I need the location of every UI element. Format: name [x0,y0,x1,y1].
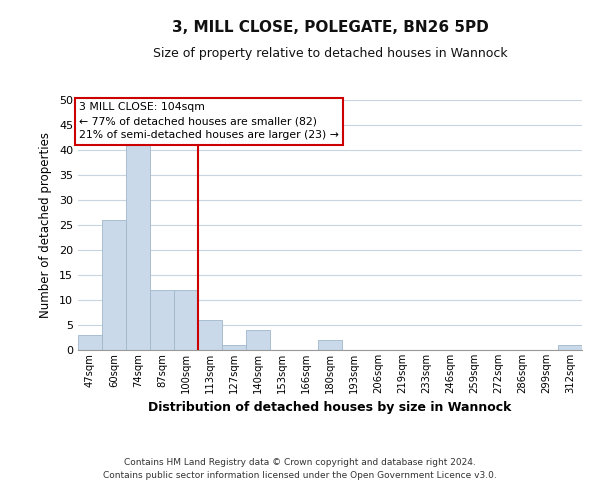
Bar [78,335,102,350]
Bar [198,320,222,350]
Bar [102,220,126,350]
Y-axis label: Number of detached properties: Number of detached properties [39,132,52,318]
Bar [222,345,246,350]
Bar [150,290,174,350]
Text: 3 MILL CLOSE: 104sqm
← 77% of detached houses are smaller (82)
21% of semi-detac: 3 MILL CLOSE: 104sqm ← 77% of detached h… [79,102,339,141]
Bar [318,340,342,350]
Text: Contains HM Land Registry data © Crown copyright and database right 2024.
Contai: Contains HM Land Registry data © Crown c… [103,458,497,480]
X-axis label: Distribution of detached houses by size in Wannock: Distribution of detached houses by size … [148,402,512,414]
Bar [126,145,150,350]
Bar [246,330,270,350]
Bar [558,345,582,350]
Bar [174,290,198,350]
Text: 3, MILL CLOSE, POLEGATE, BN26 5PD: 3, MILL CLOSE, POLEGATE, BN26 5PD [172,20,488,35]
Text: Size of property relative to detached houses in Wannock: Size of property relative to detached ho… [152,48,508,60]
